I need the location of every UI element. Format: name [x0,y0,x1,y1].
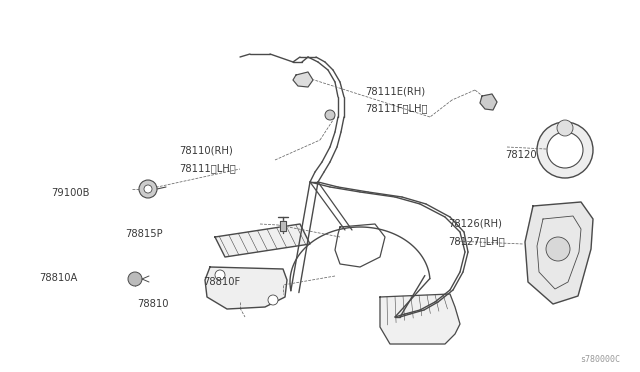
Polygon shape [480,94,497,110]
Polygon shape [380,294,460,344]
Circle shape [537,122,593,178]
Text: s780000C: s780000C [580,355,620,364]
Circle shape [128,272,142,286]
Text: 78810F: 78810F [204,277,241,287]
Polygon shape [280,221,286,231]
Polygon shape [525,202,593,304]
Circle shape [546,237,570,261]
Polygon shape [293,72,313,87]
Polygon shape [205,267,287,309]
Circle shape [325,110,335,120]
Text: 78111〈LH〉: 78111〈LH〉 [179,163,236,173]
Text: 78810: 78810 [138,299,169,309]
Text: 79100B: 79100B [51,188,90,198]
Text: 78126(RH): 78126(RH) [448,219,502,229]
Text: 78810A: 78810A [40,273,78,283]
Circle shape [547,132,583,168]
Text: 78110(RH): 78110(RH) [179,146,233,155]
Text: 78127〈LH〉: 78127〈LH〉 [448,236,505,246]
Circle shape [144,185,152,193]
Text: 78120: 78120 [506,151,537,160]
Circle shape [557,120,573,136]
Circle shape [139,180,157,198]
Text: 78111F〈LH〉: 78111F〈LH〉 [365,103,428,113]
Circle shape [268,295,278,305]
Polygon shape [215,224,310,257]
Circle shape [215,270,225,280]
Text: 78111E(RH): 78111E(RH) [365,86,425,96]
Text: 78815P: 78815P [125,230,163,239]
